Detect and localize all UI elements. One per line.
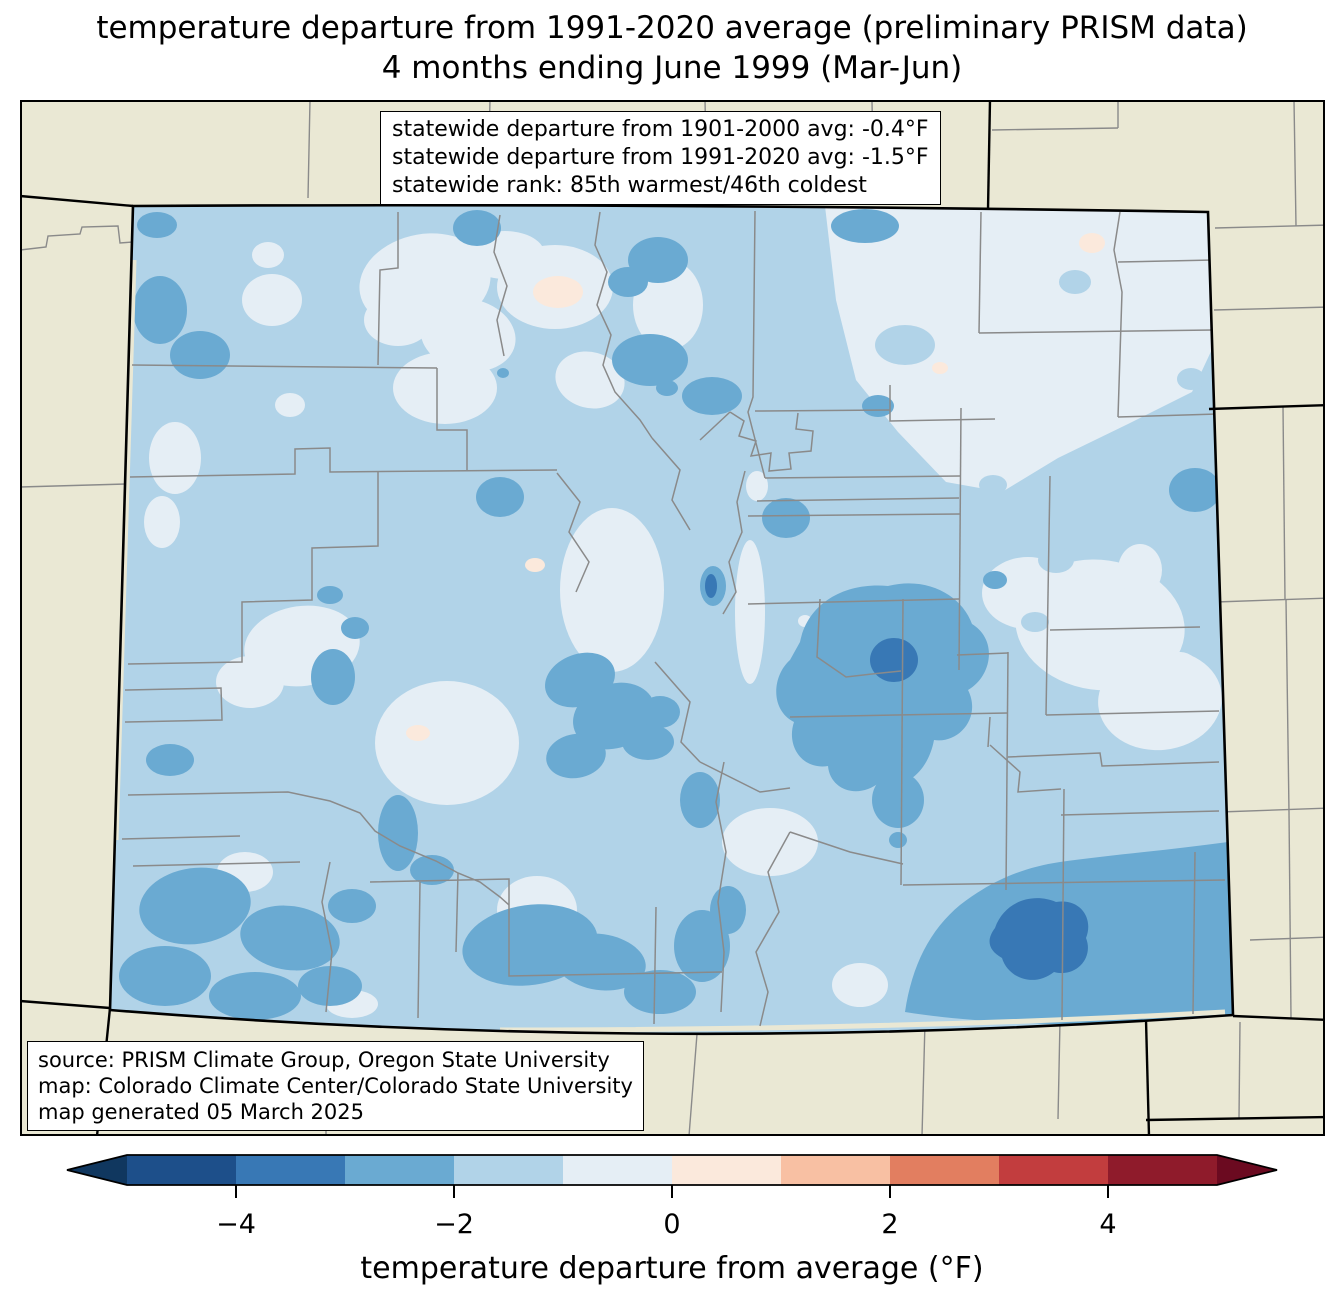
source-box: source: PRISM Climate Group, Oregon Stat… <box>27 1041 644 1131</box>
title-line-1: temperature departure from 1991-2020 ave… <box>96 10 1248 46</box>
source-line-2: map: Colorado Climate Center/Colorado St… <box>38 1074 633 1098</box>
colorbar-over-arrow <box>1217 1155 1277 1185</box>
map-area: statewide departure from 1901-2000 avg: … <box>20 100 1325 1136</box>
tick-label: 0 <box>663 1209 680 1240</box>
source-line-1: source: PRISM Climate Group, Oregon Stat… <box>38 1048 610 1072</box>
tick-label: 2 <box>881 1209 898 1240</box>
tick-label: −2 <box>434 1209 474 1240</box>
colorbar: −4 −2 0 2 4 temperature departure from a… <box>66 1154 1278 1286</box>
colorbar-axis-label: temperature departure from average (°F) <box>360 1251 983 1286</box>
colorado-border <box>108 203 1235 1036</box>
border-slivers <box>113 259 1226 1033</box>
tick-label: −4 <box>216 1209 256 1240</box>
stats-line-3: statewide rank: 85th warmest/46th coldes… <box>392 173 867 198</box>
contour-fills <box>110 205 1233 1034</box>
colorbar-tick-labels: −4 −2 0 2 4 <box>216 1209 1117 1240</box>
stats-box: statewide departure from 1901-2000 avg: … <box>380 111 941 205</box>
colorado-map <box>20 100 1325 1136</box>
band-base-spots <box>875 270 1205 632</box>
colorbar-outline <box>66 1154 1278 1186</box>
band-pale-patches <box>144 206 1222 1018</box>
stats-line-1: statewide departure from 1901-2000 avg: … <box>392 117 929 142</box>
stats-line-2: statewide departure from 1991-2020 avg: … <box>392 145 929 170</box>
band-warm-spots <box>406 233 1105 741</box>
colorbar-ticks <box>235 1185 1109 1198</box>
title-line-2: 4 months ending June 1999 (Mar-Jun) <box>381 50 963 86</box>
county-lines <box>121 210 1226 1027</box>
tick-label: 4 <box>1099 1209 1116 1240</box>
source-line-3: map generated 05 March 2025 <box>38 1100 365 1124</box>
colorbar-under-arrow <box>67 1155 127 1185</box>
page-title: temperature departure from 1991-2020 ave… <box>0 8 1344 88</box>
neighbor-state-borders <box>20 100 1325 1136</box>
axes-frame <box>20 100 1325 1136</box>
band-cool-blobs <box>119 209 1233 1025</box>
colorbar-segments <box>67 1155 1277 1185</box>
